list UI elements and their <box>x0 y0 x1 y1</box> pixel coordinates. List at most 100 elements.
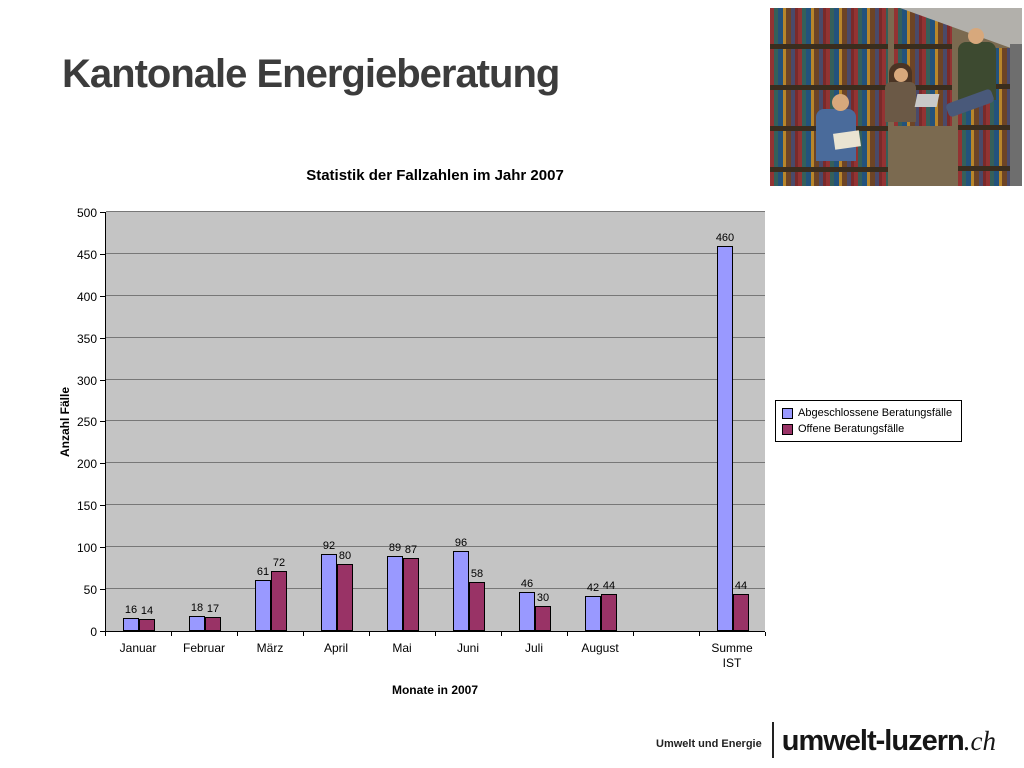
footer-tld: .ch <box>963 726 996 756</box>
bar-value-label: 80 <box>338 550 352 562</box>
y-tick-label: 0 <box>90 625 97 639</box>
bar-value-label: 17 <box>206 603 220 615</box>
bar-offene <box>535 606 551 631</box>
y-tick-label: 350 <box>76 332 97 346</box>
bar-value-label: 44 <box>734 580 748 592</box>
bar-offene <box>601 594 617 631</box>
y-tick-label: 50 <box>83 583 97 597</box>
bar-offene <box>139 619 155 631</box>
x-tick-mark <box>105 632 106 636</box>
bar-offene <box>403 558 419 631</box>
footer-divider <box>771 722 774 758</box>
gridline <box>106 588 765 589</box>
bar-abgeschlossene <box>255 580 271 631</box>
x-tick-mark <box>369 632 370 636</box>
gridline <box>106 337 765 338</box>
bar-abgeschlossene <box>585 596 601 631</box>
legend-label: Offene Beratungsfälle <box>798 423 905 435</box>
x-tick-label: Juni <box>456 641 479 655</box>
bar-abgeschlossene <box>123 618 139 631</box>
x-tick-mark <box>501 632 502 636</box>
x-tick-mark <box>237 632 238 636</box>
chart-legend: Abgeschlossene Beratungsfälle Offene Bera… <box>775 400 963 442</box>
footer-logo: Umwelt und Energie umwelt-luzern.ch <box>656 722 996 758</box>
y-tick-mark <box>100 463 105 464</box>
photo-laptop <box>914 94 940 107</box>
bar-value-label: 92 <box>322 540 336 552</box>
x-tick-label: Summe IST <box>711 641 753 670</box>
y-tick-mark <box>100 505 105 506</box>
y-tick-label: 450 <box>76 248 97 262</box>
slide-title: Kantonale Energieberatung <box>62 52 560 96</box>
bar-value-label: 14 <box>140 605 154 617</box>
legend-entry: Abgeschlossene Beratungsfälle <box>782 407 952 419</box>
gridline <box>106 420 765 421</box>
bar-value-label: 18 <box>190 602 204 614</box>
gridline <box>106 462 765 463</box>
plot-area: 16 18 61 92 89 96 46 42 460 14 17 72 80 87 58 30 44 44 <box>105 211 765 632</box>
library-photo <box>770 8 1022 186</box>
x-tick-mark <box>171 632 172 636</box>
gridline <box>106 295 765 296</box>
x-tick-label: Mai <box>392 641 412 655</box>
x-axis-title: Monate in 2007 <box>391 683 479 697</box>
gridline <box>106 504 765 505</box>
bar-value-label: 96 <box>454 537 468 549</box>
photo-pillar <box>1010 44 1022 186</box>
bar-value-label: 460 <box>715 232 735 244</box>
photo-person-head <box>894 68 908 82</box>
x-tick-mark <box>633 632 634 636</box>
bar-value-label: 42 <box>586 582 600 594</box>
bar-value-label: 89 <box>388 542 402 554</box>
x-tick-label: April <box>323 641 348 655</box>
gridline <box>106 211 765 212</box>
legend-swatch <box>782 423 793 435</box>
y-tick-label: 200 <box>76 457 97 471</box>
chart-title: Statistik der Fallzahlen im Jahr 2007 <box>306 167 564 184</box>
bar-abgeschlossene <box>717 246 733 631</box>
y-tick-label: 400 <box>76 290 97 304</box>
bar-value-label: 87 <box>404 544 418 556</box>
photo-person-head <box>968 28 984 44</box>
y-tick-label: 300 <box>76 374 97 388</box>
y-tick-mark <box>100 212 105 213</box>
y-tick-label: 150 <box>76 499 97 513</box>
gridline <box>106 546 765 547</box>
x-tick-mark <box>765 632 766 636</box>
y-tick-label: 250 <box>76 415 97 429</box>
bar-value-label: 61 <box>256 566 270 578</box>
y-tick-mark <box>100 338 105 339</box>
bar-value-label: 30 <box>536 592 550 604</box>
bar-value-label: 44 <box>602 580 616 592</box>
y-tick-label: 100 <box>76 541 97 555</box>
bar-offene <box>469 582 485 631</box>
bar-abgeschlossene <box>387 556 403 631</box>
legend-entry: Offene Beratungsfälle <box>782 423 952 435</box>
y-tick-mark <box>100 547 105 548</box>
bar-offene <box>733 594 749 631</box>
bar-abgeschlossene <box>519 592 535 631</box>
x-tick-label: Januar <box>119 641 157 655</box>
footer-brand: umwelt-luzern.ch <box>782 727 996 758</box>
y-tick-label: 500 <box>76 206 97 220</box>
x-tick-mark <box>699 632 700 636</box>
bar-value-label: 16 <box>124 604 138 616</box>
x-tick-mark <box>435 632 436 636</box>
bar-abgeschlossene <box>453 551 469 631</box>
footer-brand-name: umwelt-luzern <box>781 725 965 757</box>
x-tick-label: März <box>256 641 284 655</box>
y-tick-mark <box>100 589 105 590</box>
footer-org-label: Umwelt und Energie <box>656 738 762 750</box>
y-tick-mark <box>100 254 105 255</box>
x-tick-mark <box>567 632 568 636</box>
y-tick-mark <box>100 631 105 632</box>
photo-person-head <box>832 94 849 111</box>
legend-swatch <box>782 407 793 419</box>
y-tick-mark <box>100 421 105 422</box>
photo-person-middle <box>885 82 916 122</box>
bar-value-label: 46 <box>520 578 534 590</box>
y-tick-mark <box>100 296 105 297</box>
legend-label: Abgeschlossene Beratungsfälle <box>798 407 953 419</box>
bar-offene <box>205 617 221 631</box>
